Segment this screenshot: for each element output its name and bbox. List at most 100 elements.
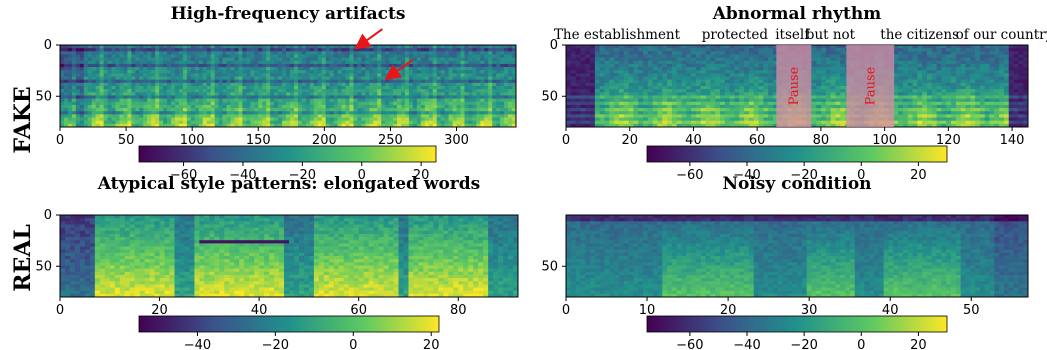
heatmap-cell xyxy=(210,120,216,125)
heatmap-cell xyxy=(60,76,65,81)
heatmap-cell xyxy=(936,54,942,59)
heatmap-cell xyxy=(210,73,216,77)
heatmap-cell xyxy=(979,70,986,74)
heatmap-cell xyxy=(1023,67,1029,71)
heatmap-cell xyxy=(590,86,596,90)
heatmap-cell xyxy=(234,70,239,74)
heatmap-cell xyxy=(266,70,271,74)
heatmap-cell xyxy=(1013,70,1019,74)
heatmap-cell xyxy=(301,54,307,59)
heatmap-cell xyxy=(604,73,610,77)
heatmap-cell xyxy=(373,48,378,52)
heatmap-cell xyxy=(970,60,976,65)
heatmap-cell xyxy=(155,73,160,77)
heatmap-cell xyxy=(912,57,918,62)
heatmap-cell xyxy=(1023,89,1029,93)
heatmap-cell xyxy=(230,95,235,100)
heatmap-cell xyxy=(289,82,295,87)
heatmap-cell xyxy=(975,63,981,68)
heatmap-cell xyxy=(667,60,673,65)
heatmap-cell xyxy=(691,95,697,100)
heatmap-cell xyxy=(369,67,374,71)
heatmap-cell xyxy=(246,51,251,55)
heatmap-cell xyxy=(377,117,382,122)
heatmap-cell xyxy=(174,92,180,96)
heatmap-cell xyxy=(590,57,596,62)
heatmap-cell xyxy=(289,73,295,77)
heatmap-cell xyxy=(700,98,706,103)
heatmap-cell xyxy=(286,76,291,81)
heatmap-cell xyxy=(456,95,461,100)
heatmap-cell xyxy=(95,60,101,65)
heatmap-cell xyxy=(210,123,216,128)
heatmap-cell xyxy=(131,57,136,62)
heatmap-cell xyxy=(143,51,148,55)
heatmap-cell xyxy=(472,48,477,52)
heatmap-cell xyxy=(206,101,212,106)
heatmap-cell xyxy=(282,76,287,81)
heatmap-cell xyxy=(186,70,192,74)
heatmap-cell xyxy=(480,89,485,93)
heatmap-cell xyxy=(325,70,331,74)
heatmap-cell xyxy=(123,54,128,59)
heatmap-cell xyxy=(99,114,105,118)
heatmap-cell xyxy=(1008,92,1014,96)
heatmap-cell xyxy=(917,101,923,106)
heatmap-cell xyxy=(397,89,402,93)
heatmap-cell xyxy=(946,101,952,106)
heatmap-cell xyxy=(75,89,81,93)
heatmap-cell xyxy=(404,45,410,49)
heatmap-cell xyxy=(254,60,259,65)
heatmap-cell xyxy=(408,60,414,65)
heatmap-cell xyxy=(222,54,227,59)
heatmap-cell xyxy=(206,104,212,109)
heatmap-cell xyxy=(671,89,678,93)
heatmap-cell xyxy=(174,73,180,77)
heatmap-cell xyxy=(103,48,108,52)
heatmap-cell xyxy=(472,98,477,103)
heatmap-cell xyxy=(250,95,255,100)
heatmap-cell xyxy=(700,73,706,77)
heatmap-cell xyxy=(222,108,227,112)
heatmap-cell xyxy=(60,120,65,125)
heatmap-cell xyxy=(325,114,331,118)
heatmap-cell xyxy=(309,54,315,59)
heatmap-cell xyxy=(178,101,184,106)
heatmap-cell xyxy=(994,95,1000,100)
heatmap-cell xyxy=(599,98,605,103)
heatmap-cell xyxy=(262,60,267,65)
heatmap-cell xyxy=(385,63,390,68)
heatmap-cell xyxy=(317,120,323,125)
heatmap-cell xyxy=(91,63,97,68)
heatmap-cell xyxy=(753,48,759,52)
heatmap-cell xyxy=(739,76,745,81)
heatmap-cell xyxy=(60,101,65,106)
heatmap-cell xyxy=(456,51,461,55)
heatmap-cell xyxy=(772,51,779,55)
heatmap-cell xyxy=(317,89,323,93)
heatmap-cell xyxy=(258,95,263,100)
heatmap-cell xyxy=(349,73,354,77)
heatmap-cell xyxy=(408,89,414,93)
heatmap-cell xyxy=(705,73,711,77)
heatmap-cell xyxy=(480,67,485,71)
heatmap-cell xyxy=(604,89,610,93)
heatmap-cell xyxy=(492,104,497,109)
heatmap-cell xyxy=(278,108,283,112)
heatmap-cell xyxy=(835,73,841,77)
heatmap-cell xyxy=(1008,95,1014,100)
heatmap-cell xyxy=(297,60,303,65)
heatmap-cell xyxy=(408,63,414,68)
heatmap-cell xyxy=(190,63,196,68)
heatmap-cell xyxy=(123,117,128,122)
heatmap-cell xyxy=(768,73,774,77)
heatmap-cell xyxy=(218,76,223,81)
heatmap-cell xyxy=(695,95,702,100)
heatmap-cell xyxy=(79,82,85,87)
heatmap-cell xyxy=(167,123,172,128)
heatmap-cell xyxy=(416,45,422,49)
heatmap-cell xyxy=(508,76,513,81)
heatmap-cell xyxy=(353,86,358,90)
heatmap-cell xyxy=(404,120,410,125)
heatmap-cell xyxy=(79,51,85,55)
